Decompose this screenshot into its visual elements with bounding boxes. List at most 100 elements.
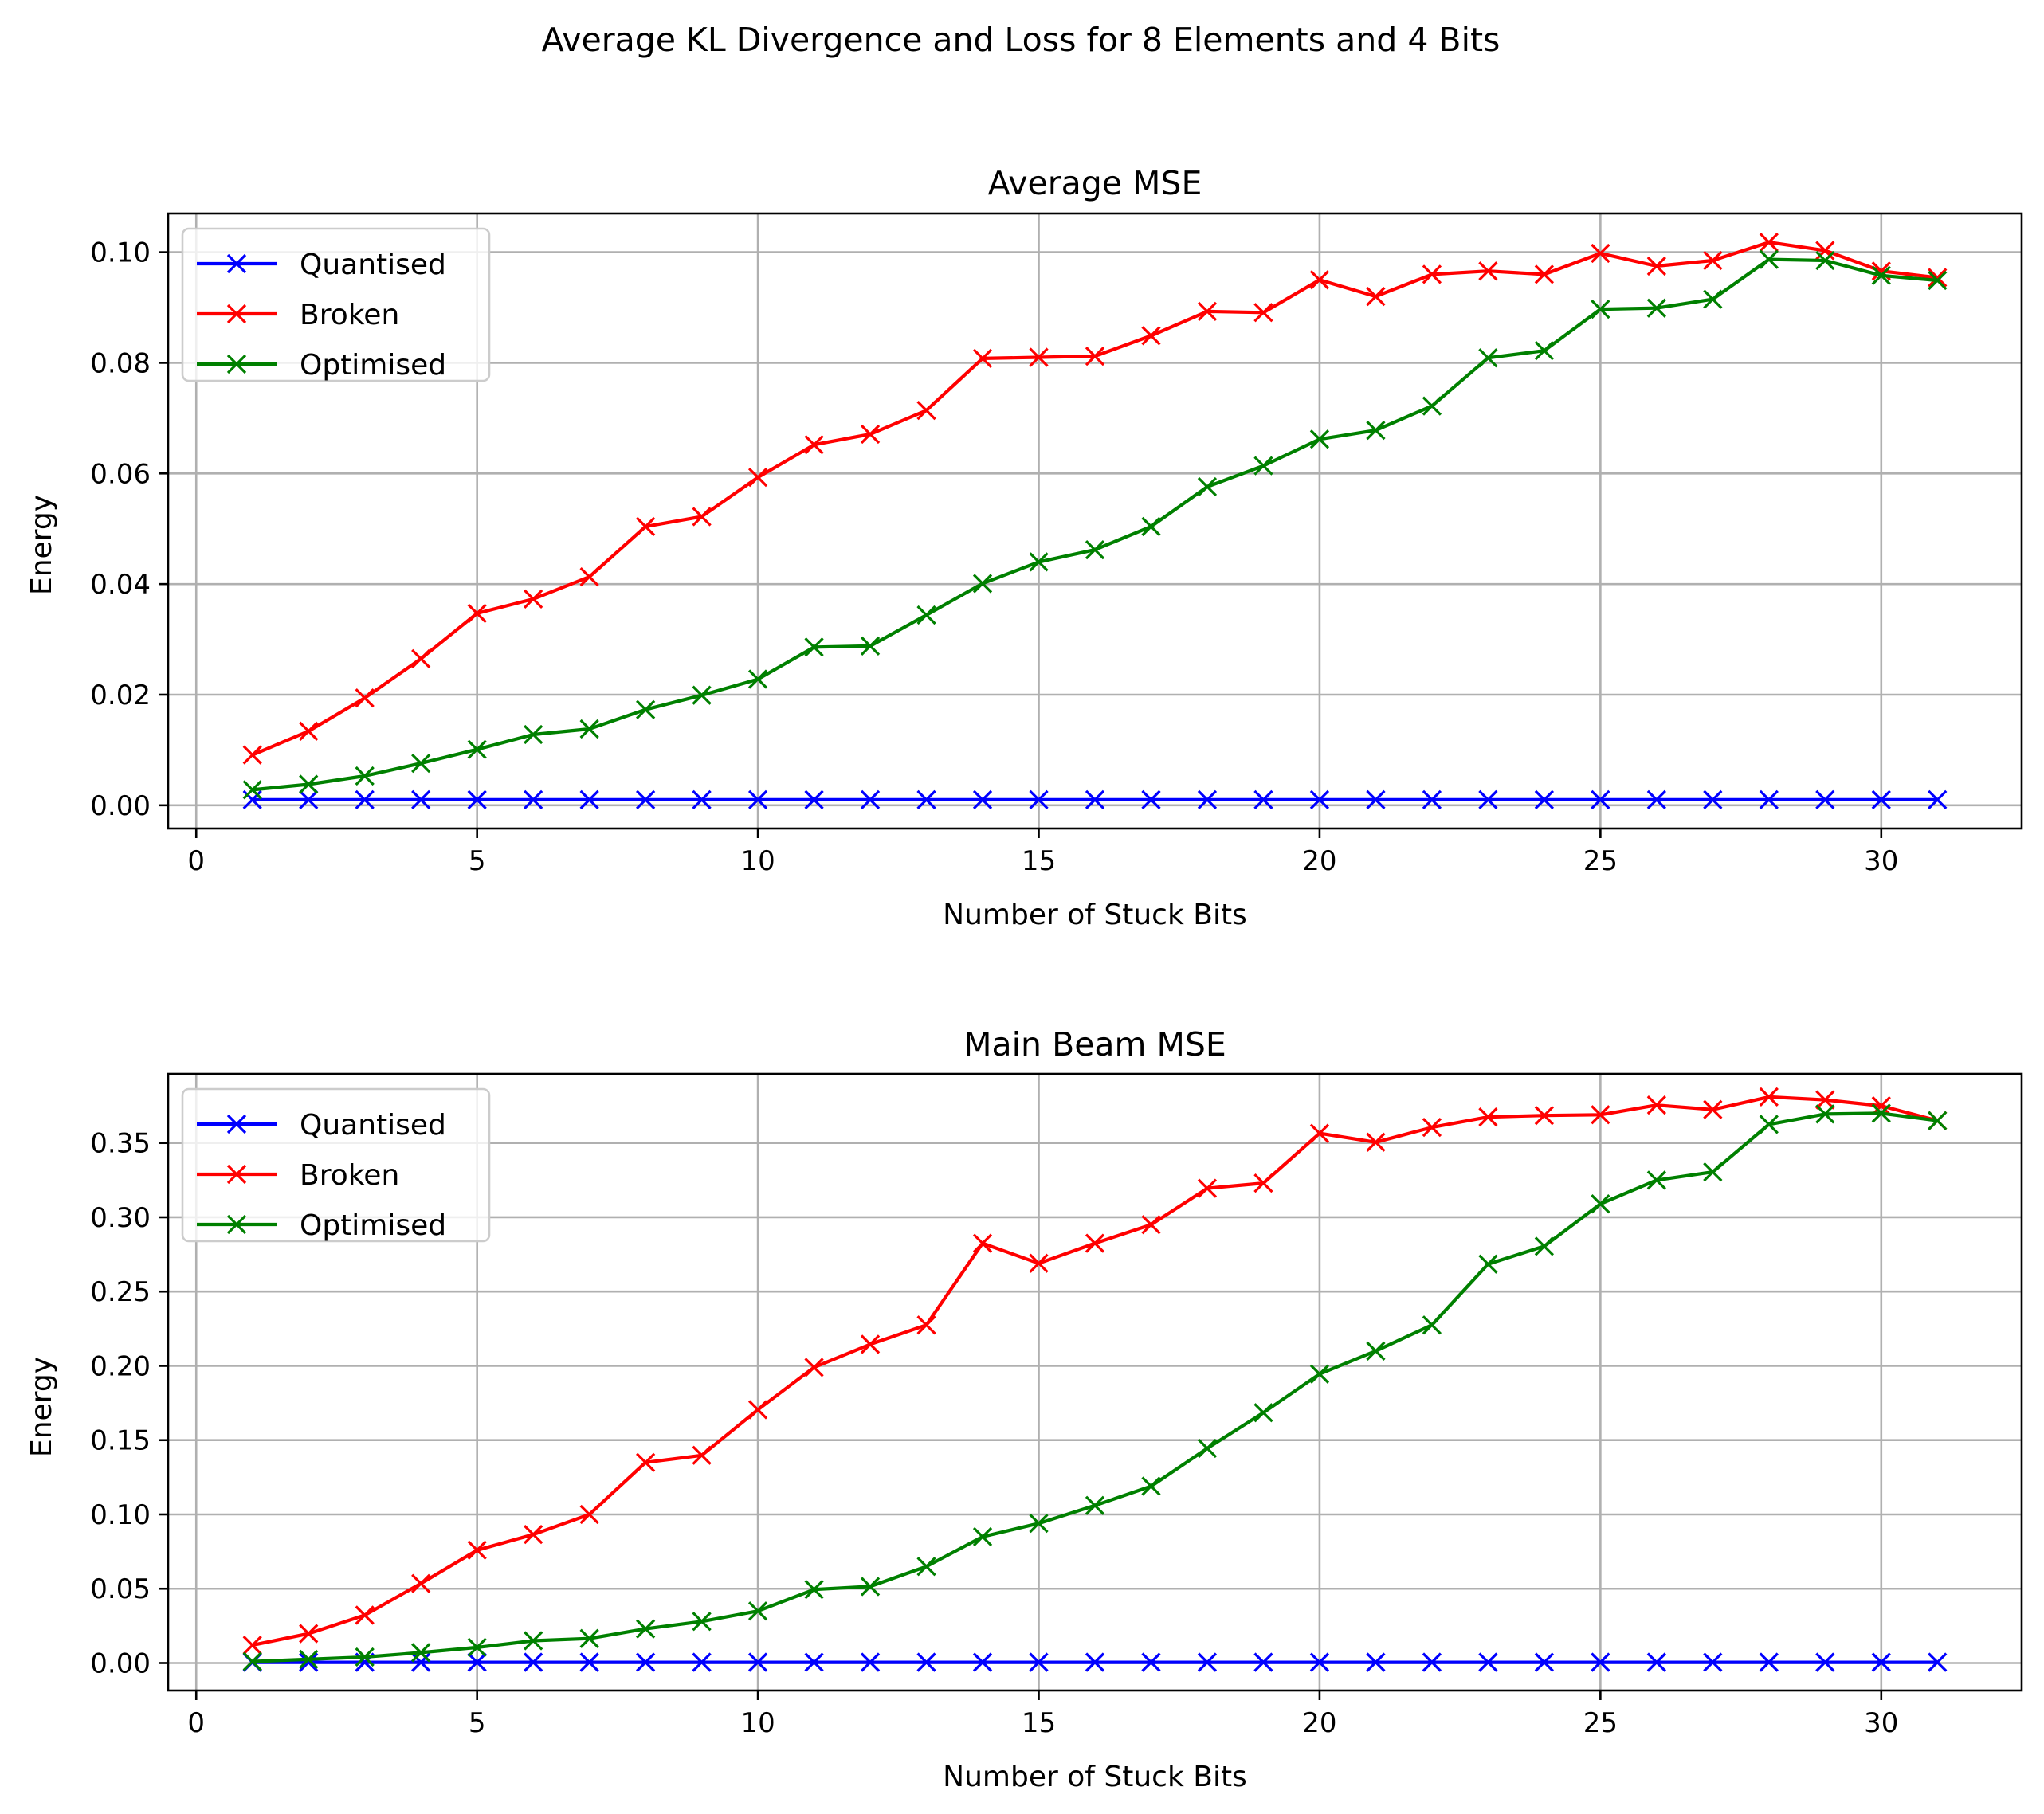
- main-beam-mse-x-tick-label: 15: [1022, 1707, 1056, 1739]
- main-beam-mse-optimised-point: [747, 1601, 768, 1621]
- main-beam-mse-optimised-point: [860, 1577, 881, 1597]
- main-beam-mse-broken-point: [524, 1525, 543, 1545]
- average-mse-y-tick-label: 0.10: [90, 237, 151, 269]
- figure-suptitle: Average KL Divergence and Loss for 8 Ele…: [542, 21, 1501, 59]
- main-beam-mse-optimised-point: [1759, 1115, 1779, 1134]
- average-mse-optimised-point: [1309, 429, 1330, 449]
- main-beam-mse-optimised-point: [242, 1651, 262, 1671]
- main-beam-mse-optimised-point: [635, 1619, 656, 1639]
- average-mse-quantised-point: [1253, 789, 1273, 810]
- main-beam-mse-y-tick-label: 0.20: [90, 1350, 151, 1382]
- average-mse-broken-point: [299, 721, 319, 741]
- main-beam-mse-optimised-point: [355, 1647, 375, 1667]
- average-mse-quantised-point: [1534, 789, 1555, 810]
- average-mse-axes-frame: [167, 212, 2023, 830]
- average-mse-quantised-point: [299, 789, 319, 810]
- main-beam-mse-quantised-point: [916, 1652, 936, 1672]
- average-mse-title: Average MSE: [988, 164, 1202, 202]
- main-beam-mse-broken-point: [804, 1358, 824, 1377]
- average-mse-broken-point: [242, 745, 262, 765]
- main-beam-mse-optimised-point: [1422, 1315, 1442, 1335]
- main-beam-mse-optimised-point: [1928, 1111, 1948, 1130]
- main-beam-mse-broken-point: [916, 1315, 936, 1335]
- average-mse-quantised-point: [972, 789, 993, 810]
- main-beam-mse-y-tick-label: 0.15: [90, 1425, 151, 1457]
- average-mse-broken-point: [1534, 264, 1555, 284]
- average-mse-broken-point: [635, 516, 656, 537]
- main-beam-mse-broken-point: [1085, 1233, 1105, 1253]
- main-beam-mse-legend-quantised-marker: [226, 1114, 247, 1134]
- main-beam-mse-quantised-point: [635, 1652, 656, 1672]
- average-mse-optimised-point: [242, 780, 262, 800]
- main-beam-mse-broken-point: [1141, 1215, 1161, 1235]
- main-beam-mse-optimised-point: [1029, 1514, 1049, 1534]
- main-beam-mse-broken-point: [635, 1452, 656, 1472]
- main-beam-mse-legend: [181, 1087, 491, 1243]
- average-mse-quantised-point: [747, 789, 768, 810]
- main-beam-mse-panel: Main Beam MSE Number of Stuck Bits Energ…: [26, 1025, 2023, 1793]
- average-mse-broken-point: [747, 468, 768, 488]
- average-mse-quantised-point: [692, 789, 712, 810]
- main-beam-mse-quantised-point: [1928, 1652, 1948, 1672]
- main-beam-mse-legend-quantised-label: Quantised: [300, 1109, 446, 1142]
- average-mse-quantised-point: [1197, 789, 1218, 810]
- main-beam-mse-x-tick-label: 20: [1302, 1707, 1336, 1739]
- average-mse-optimised-point: [916, 605, 936, 625]
- average-mse-quantised-point: [1928, 789, 1948, 810]
- main-beam-mse-quantised-point: [1422, 1652, 1442, 1672]
- main-beam-mse-quantised-point: [1366, 1652, 1386, 1672]
- main-beam-mse-quantised-point: [972, 1652, 993, 1672]
- main-beam-mse-optimised-point: [972, 1526, 993, 1547]
- main-beam-mse-optimised-point: [411, 1643, 431, 1663]
- average-mse-quantised-point: [1703, 789, 1723, 810]
- average-mse-legend: [181, 227, 491, 382]
- main-beam-mse-quantised-point: [747, 1652, 768, 1672]
- average-mse-optimised-point: [635, 699, 656, 719]
- average-mse-optimised-point: [1591, 299, 1610, 319]
- average-mse-broken-point: [1366, 287, 1386, 307]
- main-beam-mse-optimised-point: [299, 1649, 319, 1669]
- main-beam-mse-legend-optimised-label: Optimised: [300, 1209, 446, 1242]
- main-beam-mse-quantised-point: [1197, 1652, 1218, 1672]
- average-mse-y-tick-label: 0.08: [90, 347, 151, 379]
- average-mse-optimised-point: [1478, 348, 1498, 368]
- average-mse-xlabel: Number of Stuck Bits: [943, 899, 1247, 931]
- average-mse-x-tick-label: 25: [1583, 845, 1618, 877]
- main-beam-mse-quantised-point: [1703, 1652, 1723, 1672]
- average-mse-optimised-point: [467, 739, 487, 759]
- average-mse-broken-point: [1759, 232, 1779, 253]
- average-mse-broken-point: [1253, 303, 1273, 323]
- main-beam-mse-y-tick-label: 0.25: [90, 1276, 151, 1308]
- average-mse-quantised-point: [1309, 789, 1330, 810]
- main-beam-mse-broken-point: [1591, 1105, 1610, 1125]
- average-mse-optimised-point: [1422, 396, 1442, 416]
- main-beam-mse-broken-point: [1253, 1173, 1273, 1193]
- average-mse-broken-point: [972, 348, 993, 369]
- average-mse-optimised-point: [524, 724, 543, 745]
- average-mse-optimised-point: [1534, 341, 1555, 361]
- average-mse-ylabel: Energy: [26, 495, 58, 595]
- main-beam-mse-optimised-point: [579, 1628, 599, 1648]
- average-mse-broken-point: [1478, 261, 1498, 281]
- average-mse-quantised-point: [1029, 789, 1049, 810]
- main-beam-mse-x-tick-label: 0: [187, 1707, 205, 1739]
- main-beam-mse-quantised-point: [1871, 1652, 1891, 1672]
- average-mse-broken-point: [1085, 346, 1105, 366]
- main-beam-mse-broken-point: [1366, 1132, 1386, 1152]
- main-beam-mse-broken-point: [747, 1400, 768, 1420]
- average-mse-optimised-point: [972, 574, 993, 594]
- main-beam-mse-optimised-point: [804, 1580, 824, 1600]
- main-beam-mse-x-tick-label: 25: [1583, 1707, 1618, 1739]
- main-beam-mse-legend-broken-marker: [226, 1164, 247, 1185]
- main-beam-mse-quantised-point: [1141, 1652, 1161, 1672]
- average-mse-broken-point: [1141, 326, 1161, 346]
- main-beam-mse-broken-point: [1197, 1178, 1218, 1198]
- main-beam-mse-quantised-point: [1646, 1652, 1666, 1672]
- main-beam-mse-optimised-point: [1703, 1162, 1723, 1182]
- average-mse-optimised-point: [1085, 539, 1105, 560]
- average-mse-quantised-point: [524, 789, 543, 810]
- average-mse-panel: Average MSE Number of Stuck Bits Energy …: [26, 164, 2023, 931]
- average-mse-quantised-point: [1141, 789, 1161, 810]
- average-mse-quantised-point: [804, 789, 824, 810]
